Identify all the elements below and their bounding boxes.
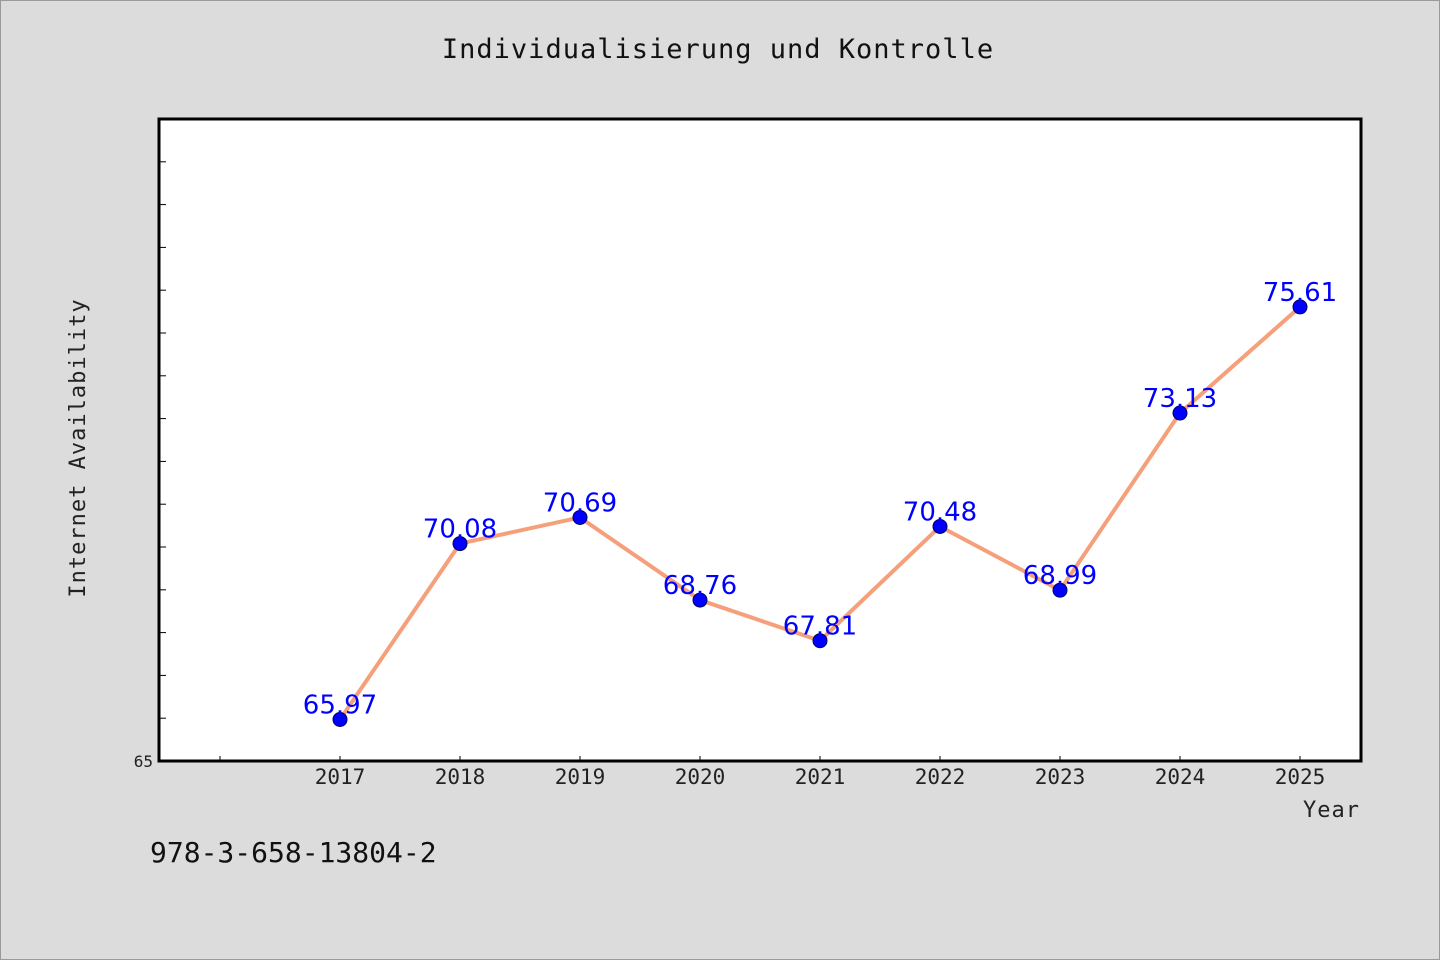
x-axis-label: Year [1303,798,1360,823]
data-label: 65.97 [303,690,377,720]
x-tick-label: 2022 [915,765,966,789]
data-point [1052,582,1068,598]
data-label: 70.08 [423,515,497,545]
data-label: 70.48 [903,497,977,527]
plot-area [157,117,1363,763]
x-tick-label: 2025 [1275,765,1326,789]
x-tick-label: 2024 [1155,765,1206,789]
data-label: 68.76 [663,571,737,601]
isbn-footer: 978-3-658-13804-2 [150,836,437,869]
data-label: 73.13 [1143,384,1217,414]
data-point [1172,405,1188,421]
y-axis-label: Internet Availability [66,298,91,597]
data-label: 75.61 [1263,278,1337,308]
data-point [812,633,828,649]
y-axis-ticks: 65 [134,118,166,771]
data-point [332,711,348,727]
data-label: 70.69 [543,488,617,518]
x-tick-label: 2019 [555,765,606,789]
data-point [692,592,708,608]
data-point [1292,299,1308,315]
x-tick-label: 2018 [435,765,486,789]
series-group: 65.97 70.08 70.69 68.76 67.81 70.48 68.99 73.13… [303,278,1337,727]
data-point [452,536,468,552]
x-tick-label: 2020 [675,765,726,789]
x-tick-label: 2021 [795,765,846,789]
data-label: 67.81 [783,612,857,642]
x-tick-label: 2023 [1035,765,1086,789]
y-tick-label: 65 [134,752,153,771]
data-point [572,509,588,525]
data-label: 68.99 [1023,561,1097,591]
data-point [932,518,948,534]
x-tick-label: 2017 [315,765,366,789]
chart-title: Individualisierung und Kontrolle [441,34,995,65]
x-axis-ticks: 2017 2018 2019 2020 2021 2022 2023 2024 2025 [219,756,1326,789]
